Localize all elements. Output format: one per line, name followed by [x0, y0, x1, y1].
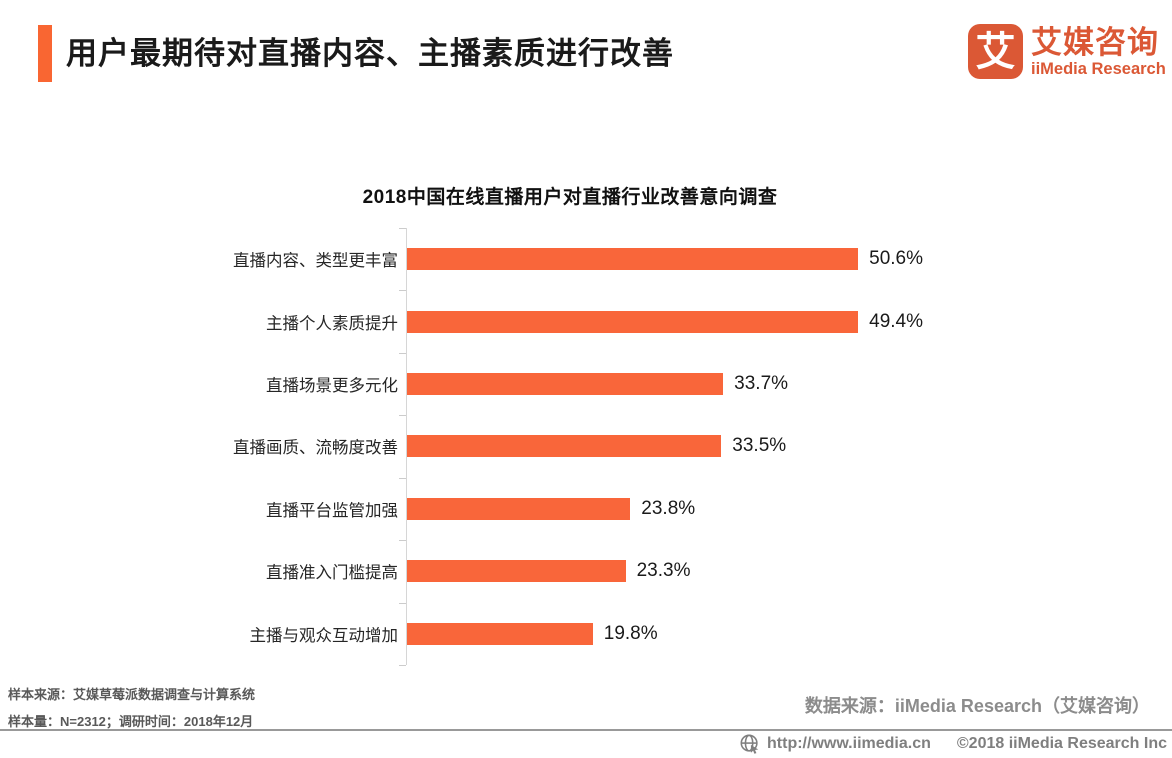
bar — [407, 497, 631, 520]
sample-size: 样本量：N=2312；调研时间：2018年12月 — [8, 714, 254, 729]
category-label: 直播平台监管加强 — [266, 501, 398, 520]
chart-row: 49.4% — [407, 290, 923, 352]
axis-tick — [399, 415, 406, 417]
logo-name-cn: 艾媒咨询 — [1031, 24, 1159, 60]
bar — [407, 622, 593, 645]
value-label: 33.7% — [734, 373, 789, 395]
data-source: 数据来源：iiMedia Research（艾媒咨询） — [804, 696, 1150, 716]
value-label: 23.3% — [636, 560, 691, 582]
chart-row: 33.5% — [407, 415, 923, 477]
chart-row: 23.8% — [407, 478, 923, 540]
axis-tick — [399, 290, 406, 292]
category-label: 直播场景更多元化 — [266, 377, 398, 396]
globe-cursor-icon — [739, 733, 761, 755]
axis-tick — [399, 665, 406, 666]
logo-text: 艾媒咨询 iiMedia Research — [1031, 24, 1166, 78]
value-label: 50.6% — [869, 248, 923, 270]
bar — [407, 373, 724, 396]
chart-row: 23.3% — [407, 540, 923, 602]
y-axis-line — [399, 228, 407, 666]
footer-url[interactable]: http://www.iimedia.cn — [767, 735, 931, 752]
category-labels: 直播内容、类型更丰富 主播个人素质提升 直播场景更多元化 直播画质、流畅度改善 … — [0, 228, 398, 665]
axis-tick — [399, 540, 406, 542]
chart-row: 33.7% — [407, 353, 923, 415]
axis-tick — [399, 602, 406, 604]
category-label: 主播与观众互动增加 — [249, 626, 399, 645]
category-label: 直播内容、类型更丰富 — [233, 252, 398, 271]
chart-title: 2018中国在线直播用户对直播行业改善意向调查 — [362, 187, 778, 208]
axis-tick — [399, 228, 406, 229]
chart-row: 19.8% — [407, 603, 923, 665]
bar — [407, 248, 859, 271]
title-accent-bar — [38, 25, 52, 82]
category-label: 直播准入门槛提高 — [266, 564, 398, 583]
page-title: 用户最期待对直播内容、主播素质进行改善 — [66, 36, 674, 71]
sample-notes: 样本来源：艾媒草莓派数据调查与计算系统 样本量：N=2312；调研时间：2018… — [8, 681, 255, 735]
category-label: 主播个人素质提升 — [266, 314, 398, 333]
bar — [407, 435, 722, 458]
logo-name-en: iiMedia Research — [1031, 59, 1166, 78]
axis-tick — [399, 477, 406, 479]
axis-tick — [399, 352, 406, 354]
value-label: 23.8% — [641, 497, 696, 519]
category-label: 直播画质、流畅度改善 — [233, 439, 398, 458]
chart-row: 50.6% — [407, 228, 923, 290]
value-label: 33.5% — [732, 435, 787, 457]
footer-divider — [0, 729, 1172, 731]
bottom-bar: http://www.iimedia.cn ©2018 iiMedia Rese… — [739, 733, 1167, 755]
bar — [407, 560, 626, 583]
sample-source: 样本来源：艾媒草莓派数据调查与计算系统 — [8, 687, 256, 702]
logo-mark-icon: 艾 — [968, 24, 1023, 79]
bar-plot-area: 50.6% 49.4% 33.7% 33.5% 23.8% 23.3% 19.8… — [407, 228, 923, 665]
iimedia-logo: 艾 艾媒咨询 iiMedia Research — [968, 24, 1166, 79]
value-label: 19.8% — [603, 622, 658, 644]
footer-copyright: ©2018 iiMedia Research Inc — [956, 735, 1167, 752]
bar — [407, 310, 859, 333]
value-label: 49.4% — [869, 310, 923, 332]
